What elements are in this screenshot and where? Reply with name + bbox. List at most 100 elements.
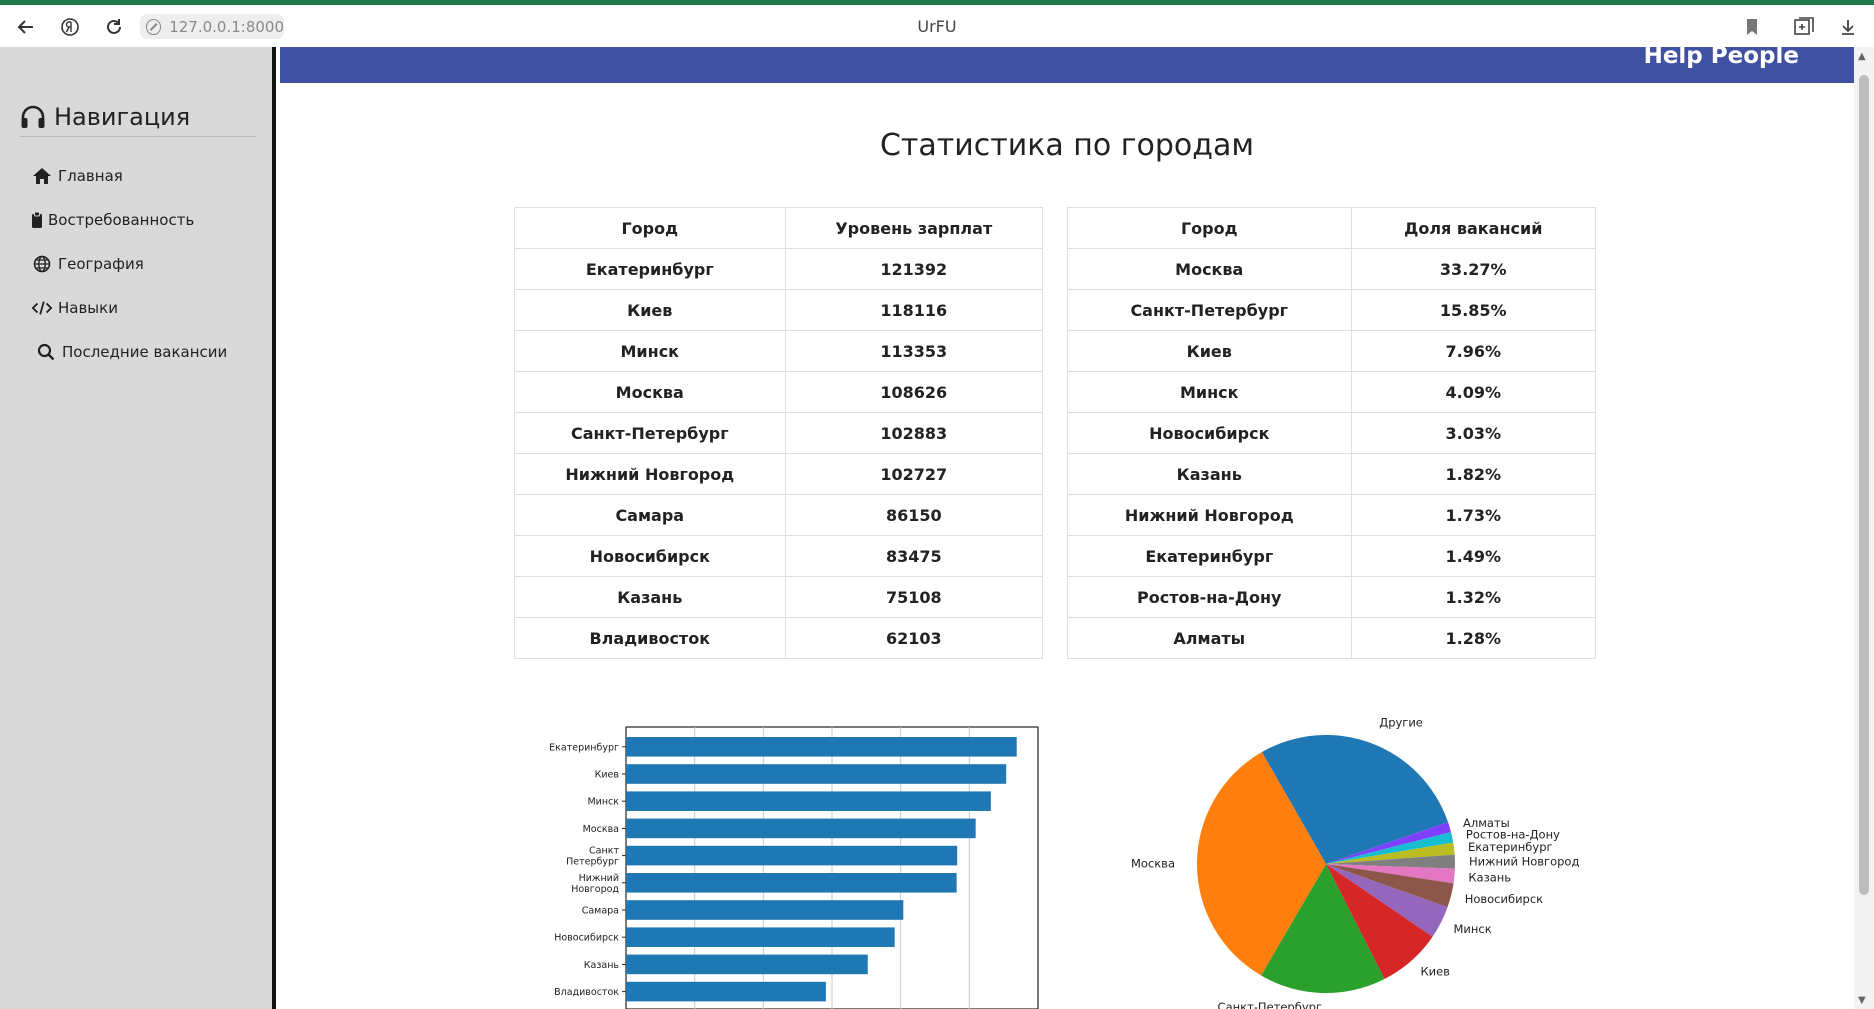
value-cell: 1.49%: [1350, 535, 1596, 577]
table-row: Екатеринбург 121392: [514, 248, 1044, 290]
city-cell: Минск: [514, 330, 786, 372]
bar: [626, 845, 958, 866]
site-info-icon[interactable]: [146, 18, 162, 35]
sidebar-item-latest-vacancies[interactable]: Последние вакансии: [36, 339, 227, 365]
pie-slice: [1261, 735, 1449, 864]
value-cell: 108626: [784, 371, 1044, 413]
brand-name[interactable]: Help People: [1643, 43, 1799, 69]
value-cell: 15.85%: [1350, 289, 1596, 331]
bookmark-icon[interactable]: [1740, 15, 1764, 39]
city-cell: Санкт-Петербург: [514, 412, 786, 454]
bar: [626, 764, 1007, 784]
bar: [626, 791, 991, 811]
sidebar-item-skills[interactable]: Навыки: [32, 295, 118, 321]
bar: [626, 954, 868, 975]
bar: [626, 873, 957, 893]
pie-slice: [1326, 864, 1448, 937]
sidebar-item-label: Главная: [58, 167, 123, 185]
value-cell: 7.96%: [1350, 330, 1596, 372]
pie-slice: [1326, 864, 1454, 908]
value-cell: 3.03%: [1350, 412, 1596, 454]
tab-title: UrFU: [917, 17, 957, 36]
reload-icon[interactable]: [100, 13, 128, 41]
page-title: Статистика по городам: [879, 128, 1255, 163]
code-icon: [32, 298, 52, 318]
city-cell: Минск: [1067, 371, 1352, 413]
sidebar-item-geography[interactable]: География: [32, 251, 144, 277]
city-cell: Екатеринбург: [514, 248, 786, 290]
site-header: Help People: [280, 43, 1854, 83]
table-row: Самара 86150: [514, 494, 1044, 536]
column-header-salary: Уровень зарплат: [784, 207, 1044, 249]
pie-slice: [1326, 864, 1433, 979]
collections-icon[interactable]: [1792, 15, 1816, 39]
value-cell: 113353: [784, 330, 1044, 372]
table-row: Санкт-Петербург 15.85%: [1067, 289, 1596, 331]
table-row: Казань 75108: [514, 576, 1044, 618]
table-row: Киев 118116: [514, 289, 1044, 331]
value-cell: 1.28%: [1350, 617, 1596, 659]
tick-label: Владивосток: [554, 987, 619, 998]
globe-icon: [32, 254, 52, 274]
address-bar[interactable]: 127.0.0.1:8000: [140, 14, 284, 39]
city-cell: Киев: [514, 289, 786, 331]
home-icon: [32, 166, 52, 186]
scroll-down-icon[interactable]: ▼: [1858, 995, 1866, 1006]
table-header-row: Город Уровень зарплат: [514, 207, 1044, 249]
city-cell: Казань: [514, 576, 786, 618]
scroll-up-icon[interactable]: ▲: [1858, 51, 1866, 62]
slice-label: Санкт-Петербург: [1218, 1000, 1322, 1009]
sidebar: Навигация Главная Востребованность Геогр…: [0, 47, 276, 1009]
sidebar-item-label: Последние вакансии: [62, 343, 228, 361]
value-cell: 4.09%: [1350, 371, 1596, 413]
slice-label: Другие: [1379, 717, 1423, 730]
download-icon[interactable]: [1836, 15, 1860, 39]
value-cell: 1.32%: [1350, 576, 1596, 618]
salary-table: Город Уровень зарплат Екатеринбург 121392…: [514, 207, 1044, 659]
table-row: Новосибирск 3.03%: [1067, 412, 1596, 454]
city-cell: Екатеринбург: [1067, 535, 1352, 577]
bar: [626, 818, 976, 839]
table-row: Владивосток 62103: [514, 617, 1044, 659]
page-scrollbar[interactable]: ▲ ▼: [1854, 47, 1874, 1009]
table-row: Нижний Новгород 1.73%: [1067, 494, 1596, 536]
tick-label: Москва: [583, 824, 619, 835]
slice-label: Нижний Новгород: [1469, 854, 1579, 868]
column-header-city: Город: [1067, 207, 1352, 249]
tick-label: Нижний Новгород: [571, 873, 619, 895]
value-cell: 102727: [784, 453, 1044, 495]
sidebar-title: Навигация: [54, 102, 191, 131]
vacancy-share-pie-chart: Другие АлматыРостов-на-ДонуЕкатеринбургНи…: [1131, 717, 1580, 1009]
slice-label: Минск: [1453, 922, 1491, 936]
clipboard-icon: [30, 210, 44, 230]
salary-bar-chart: Екатеринбург Киев Минск Москва Санкт Петербур…: [549, 726, 1039, 1009]
city-cell: Владивосток: [514, 617, 786, 659]
pie-slice: [1326, 854, 1455, 869]
value-cell: 75108: [784, 576, 1044, 618]
pie-slice: [1326, 864, 1455, 884]
slice-label: Киев: [1420, 964, 1450, 978]
city-cell: Новосибирск: [1067, 412, 1352, 454]
yandex-icon[interactable]: [56, 13, 84, 41]
tick-label: Минск: [587, 797, 619, 808]
headphones-icon: [20, 105, 46, 129]
sidebar-item-label: География: [58, 255, 144, 273]
table-row: Нижний Новгород 102727: [514, 453, 1044, 495]
city-cell: Алматы: [1067, 617, 1352, 659]
pie-slice: [1326, 822, 1451, 864]
table-row: Киев 7.96%: [1067, 330, 1596, 372]
value-cell: 62103: [784, 617, 1044, 659]
scrollbar-thumb[interactable]: [1859, 75, 1869, 895]
browser-window: 127.0.0.1:8000 UrFU Навигация Главная: [0, 5, 1874, 1009]
back-arrow-icon[interactable]: [12, 13, 40, 41]
city-cell: Самара: [514, 494, 786, 536]
city-cell: Ростов-на-Дону: [1067, 576, 1352, 618]
sidebar-item-home[interactable]: Главная: [32, 163, 123, 189]
sidebar-item-demand[interactable]: Востребованность: [30, 207, 194, 233]
sidebar-item-label: Востребованность: [48, 211, 195, 229]
city-cell: Москва: [514, 371, 786, 413]
table-row: Алматы 1.28%: [1067, 617, 1596, 659]
city-cell: Санкт-Петербург: [1067, 289, 1352, 331]
column-header-share: Доля вакансий: [1350, 207, 1596, 249]
value-cell: 1.82%: [1350, 453, 1596, 495]
